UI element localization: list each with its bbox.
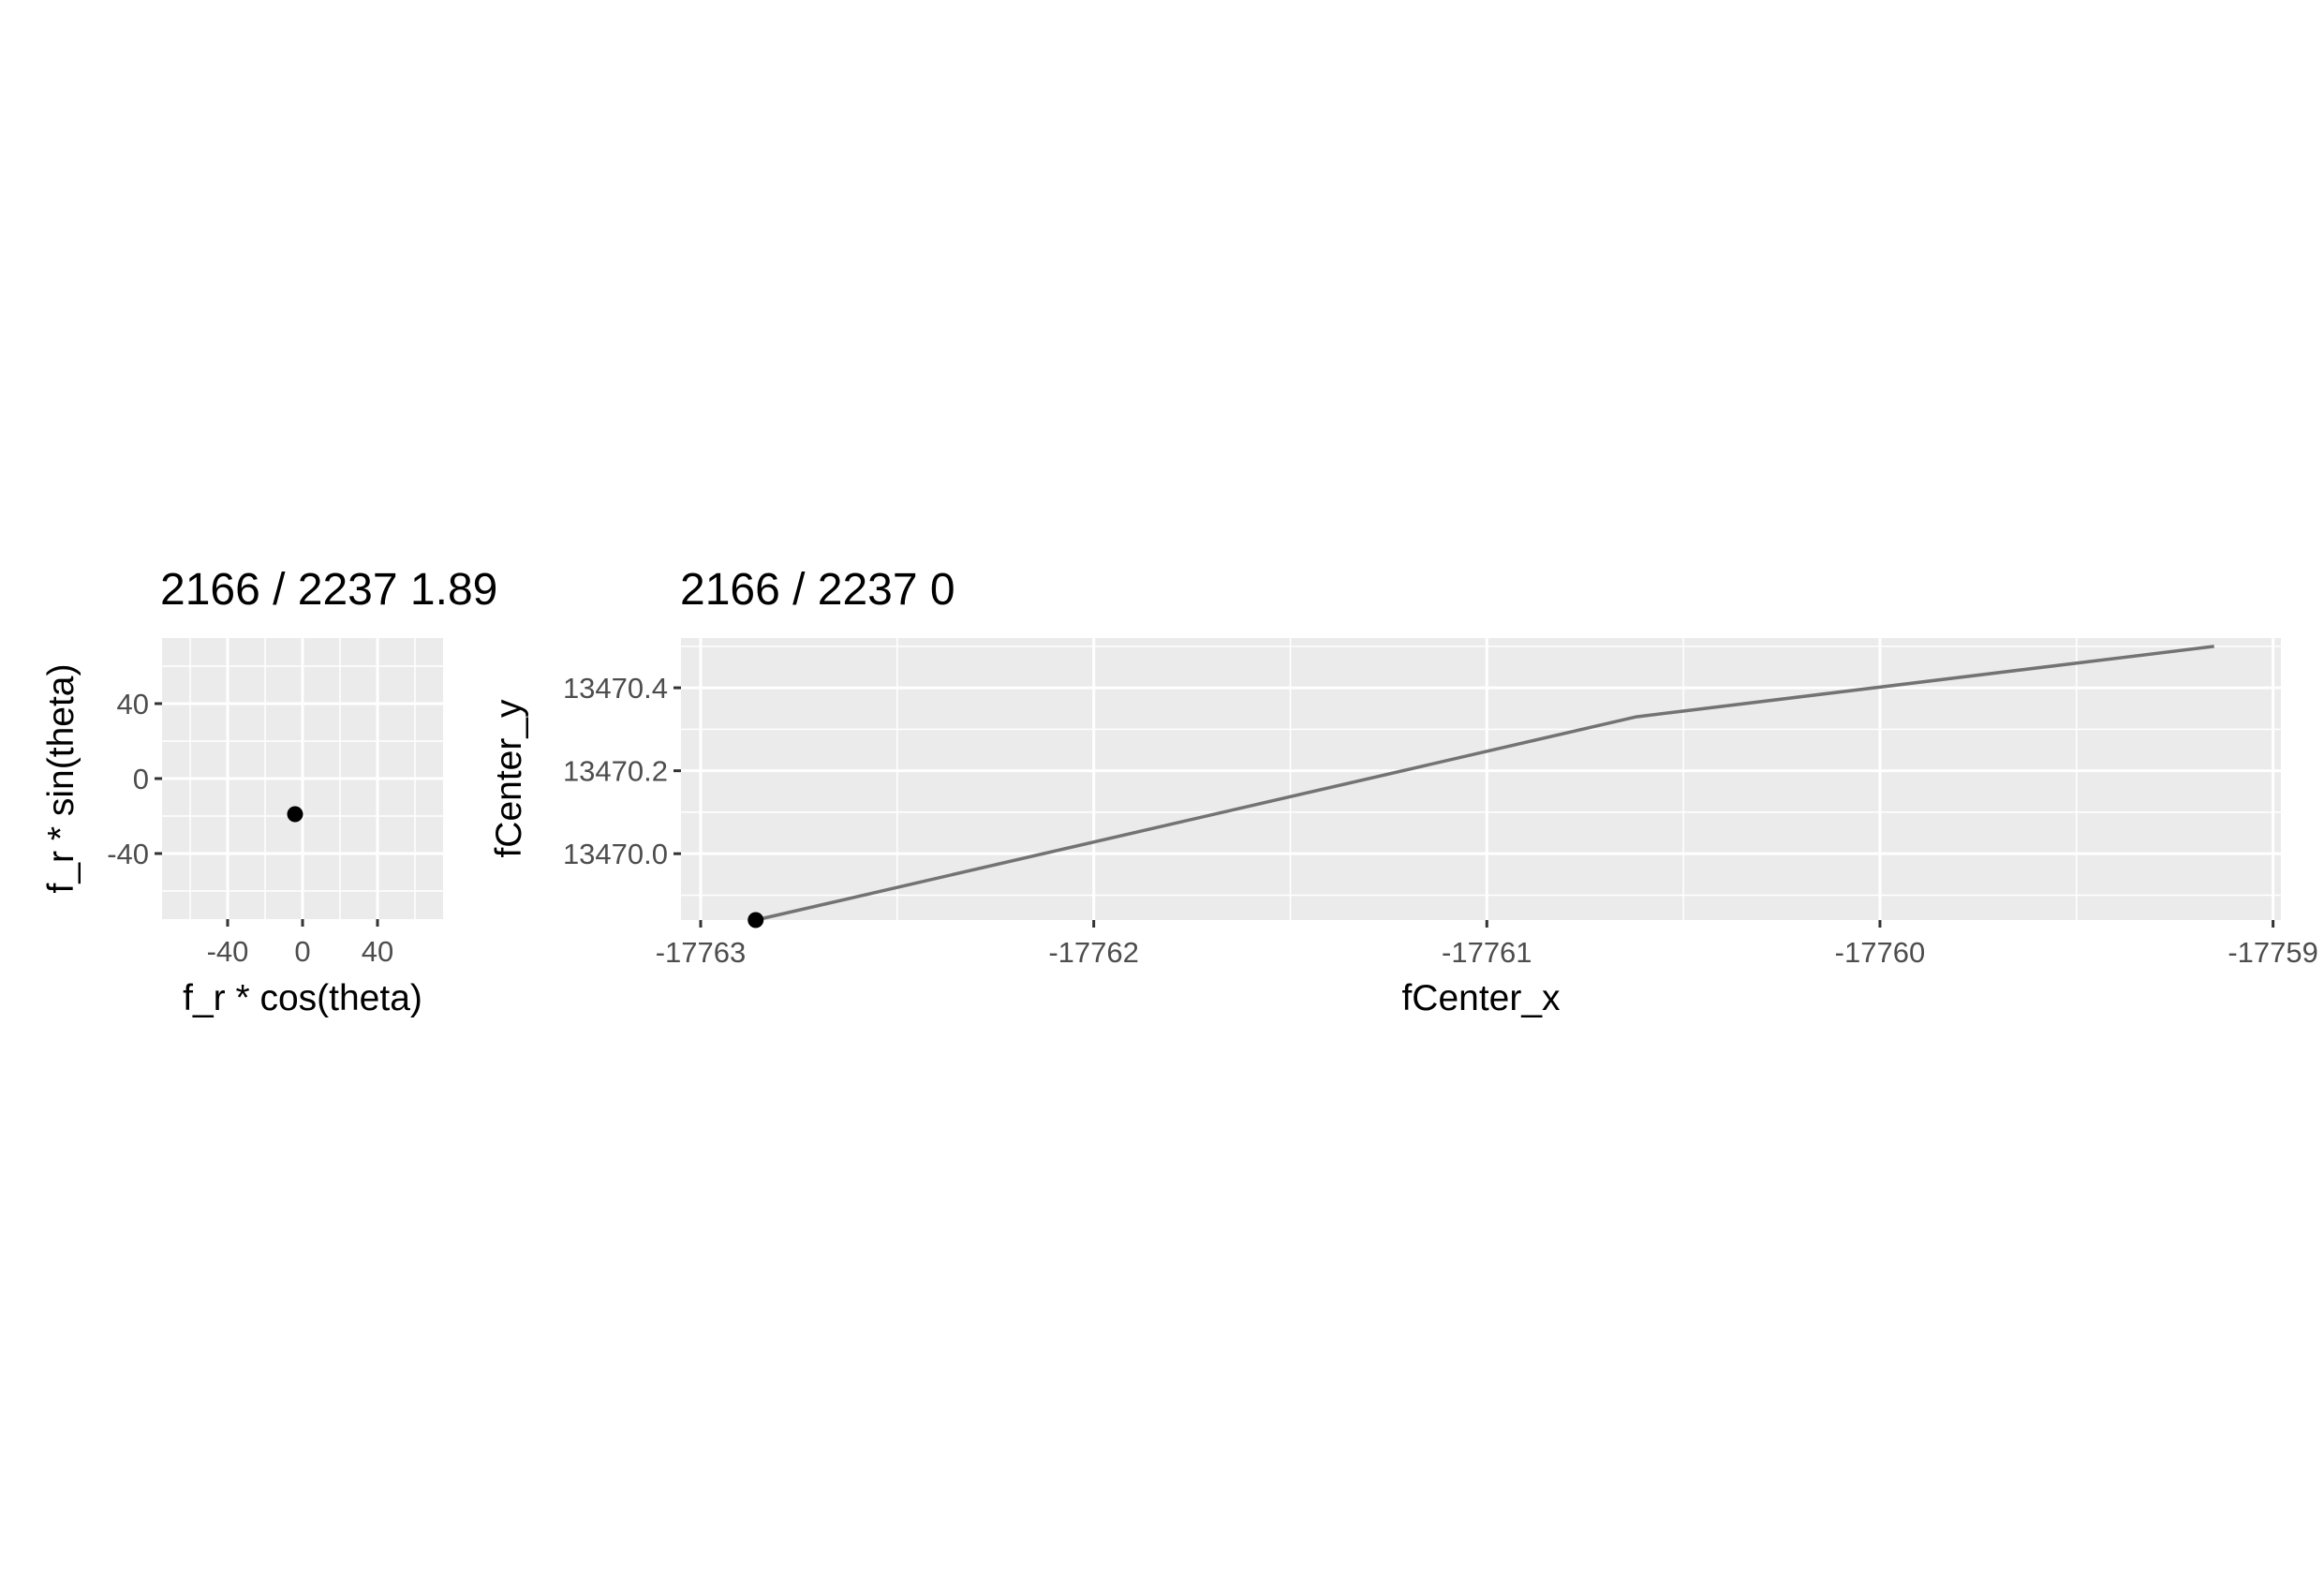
trajectory-plot-background: [681, 638, 2281, 920]
trajectory-y-axis-title: fCenter_y: [489, 699, 529, 858]
trajectory-x-axis-title: fCenter_x: [1401, 978, 1561, 1018]
polar-x-tick-label: 40: [362, 935, 393, 968]
polar-y-axis-title: f_r * sin(theta): [41, 664, 81, 894]
trajectory-x-tick-label: -17762: [1048, 936, 1139, 969]
polar-panel-title: 2166 / 2237 1.89: [160, 565, 497, 615]
trajectory-x-tick-labels: -17763 -17762 -17761 -17760 -17759: [656, 936, 2318, 969]
trajectory-y-tick-label: 13470.4: [563, 672, 668, 705]
trajectory-panel: 2166 / 2237 0 -17763 -17762 -17761 -17760 -1…: [489, 565, 2318, 1018]
polar-scatter-panel: 2166 / 2237 1.89 -40 0 40 -40 0 40 f_r * cos…: [41, 565, 497, 1018]
trajectory-x-tick-label: -17759: [2228, 936, 2318, 969]
polar-x-tick-label: -40: [207, 935, 249, 968]
trajectory-series: [748, 645, 2214, 928]
trajectory-y-tick-labels: 13470.0 13470.2 13470.4: [563, 672, 668, 870]
polar-data-point: [287, 806, 303, 823]
trajectory-panel-title: 2166 / 2237 0: [680, 565, 955, 615]
trajectory-x-tick-label: -17763: [656, 936, 747, 969]
polar-y-tick-label: 0: [133, 763, 149, 795]
polar-x-tick-labels: -40 0 40: [207, 935, 394, 968]
polar-points: [287, 806, 303, 823]
trajectory-tick-marks: [674, 686, 2275, 928]
polar-y-tick-label: 40: [117, 688, 149, 720]
trajectory-y-tick-label: 13470.2: [563, 755, 668, 788]
trajectory-current-point: [748, 912, 764, 928]
polar-tick-marks: [155, 702, 379, 927]
polar-x-axis-title: f_r * cos(theta): [183, 978, 422, 1018]
polar-gridlines: [162, 638, 443, 919]
polar-y-tick-label: -40: [107, 838, 149, 870]
trajectory-y-tick-label: 13470.0: [563, 838, 668, 870]
trajectory-line: [755, 645, 2214, 922]
trajectory-x-tick-label: -17760: [1835, 936, 1926, 969]
trajectory-x-tick-label: -17761: [1442, 936, 1532, 969]
polar-y-tick-labels: -40 0 40: [107, 688, 149, 870]
polar-x-tick-label: 0: [294, 935, 310, 968]
trajectory-gridlines: [681, 638, 2281, 920]
